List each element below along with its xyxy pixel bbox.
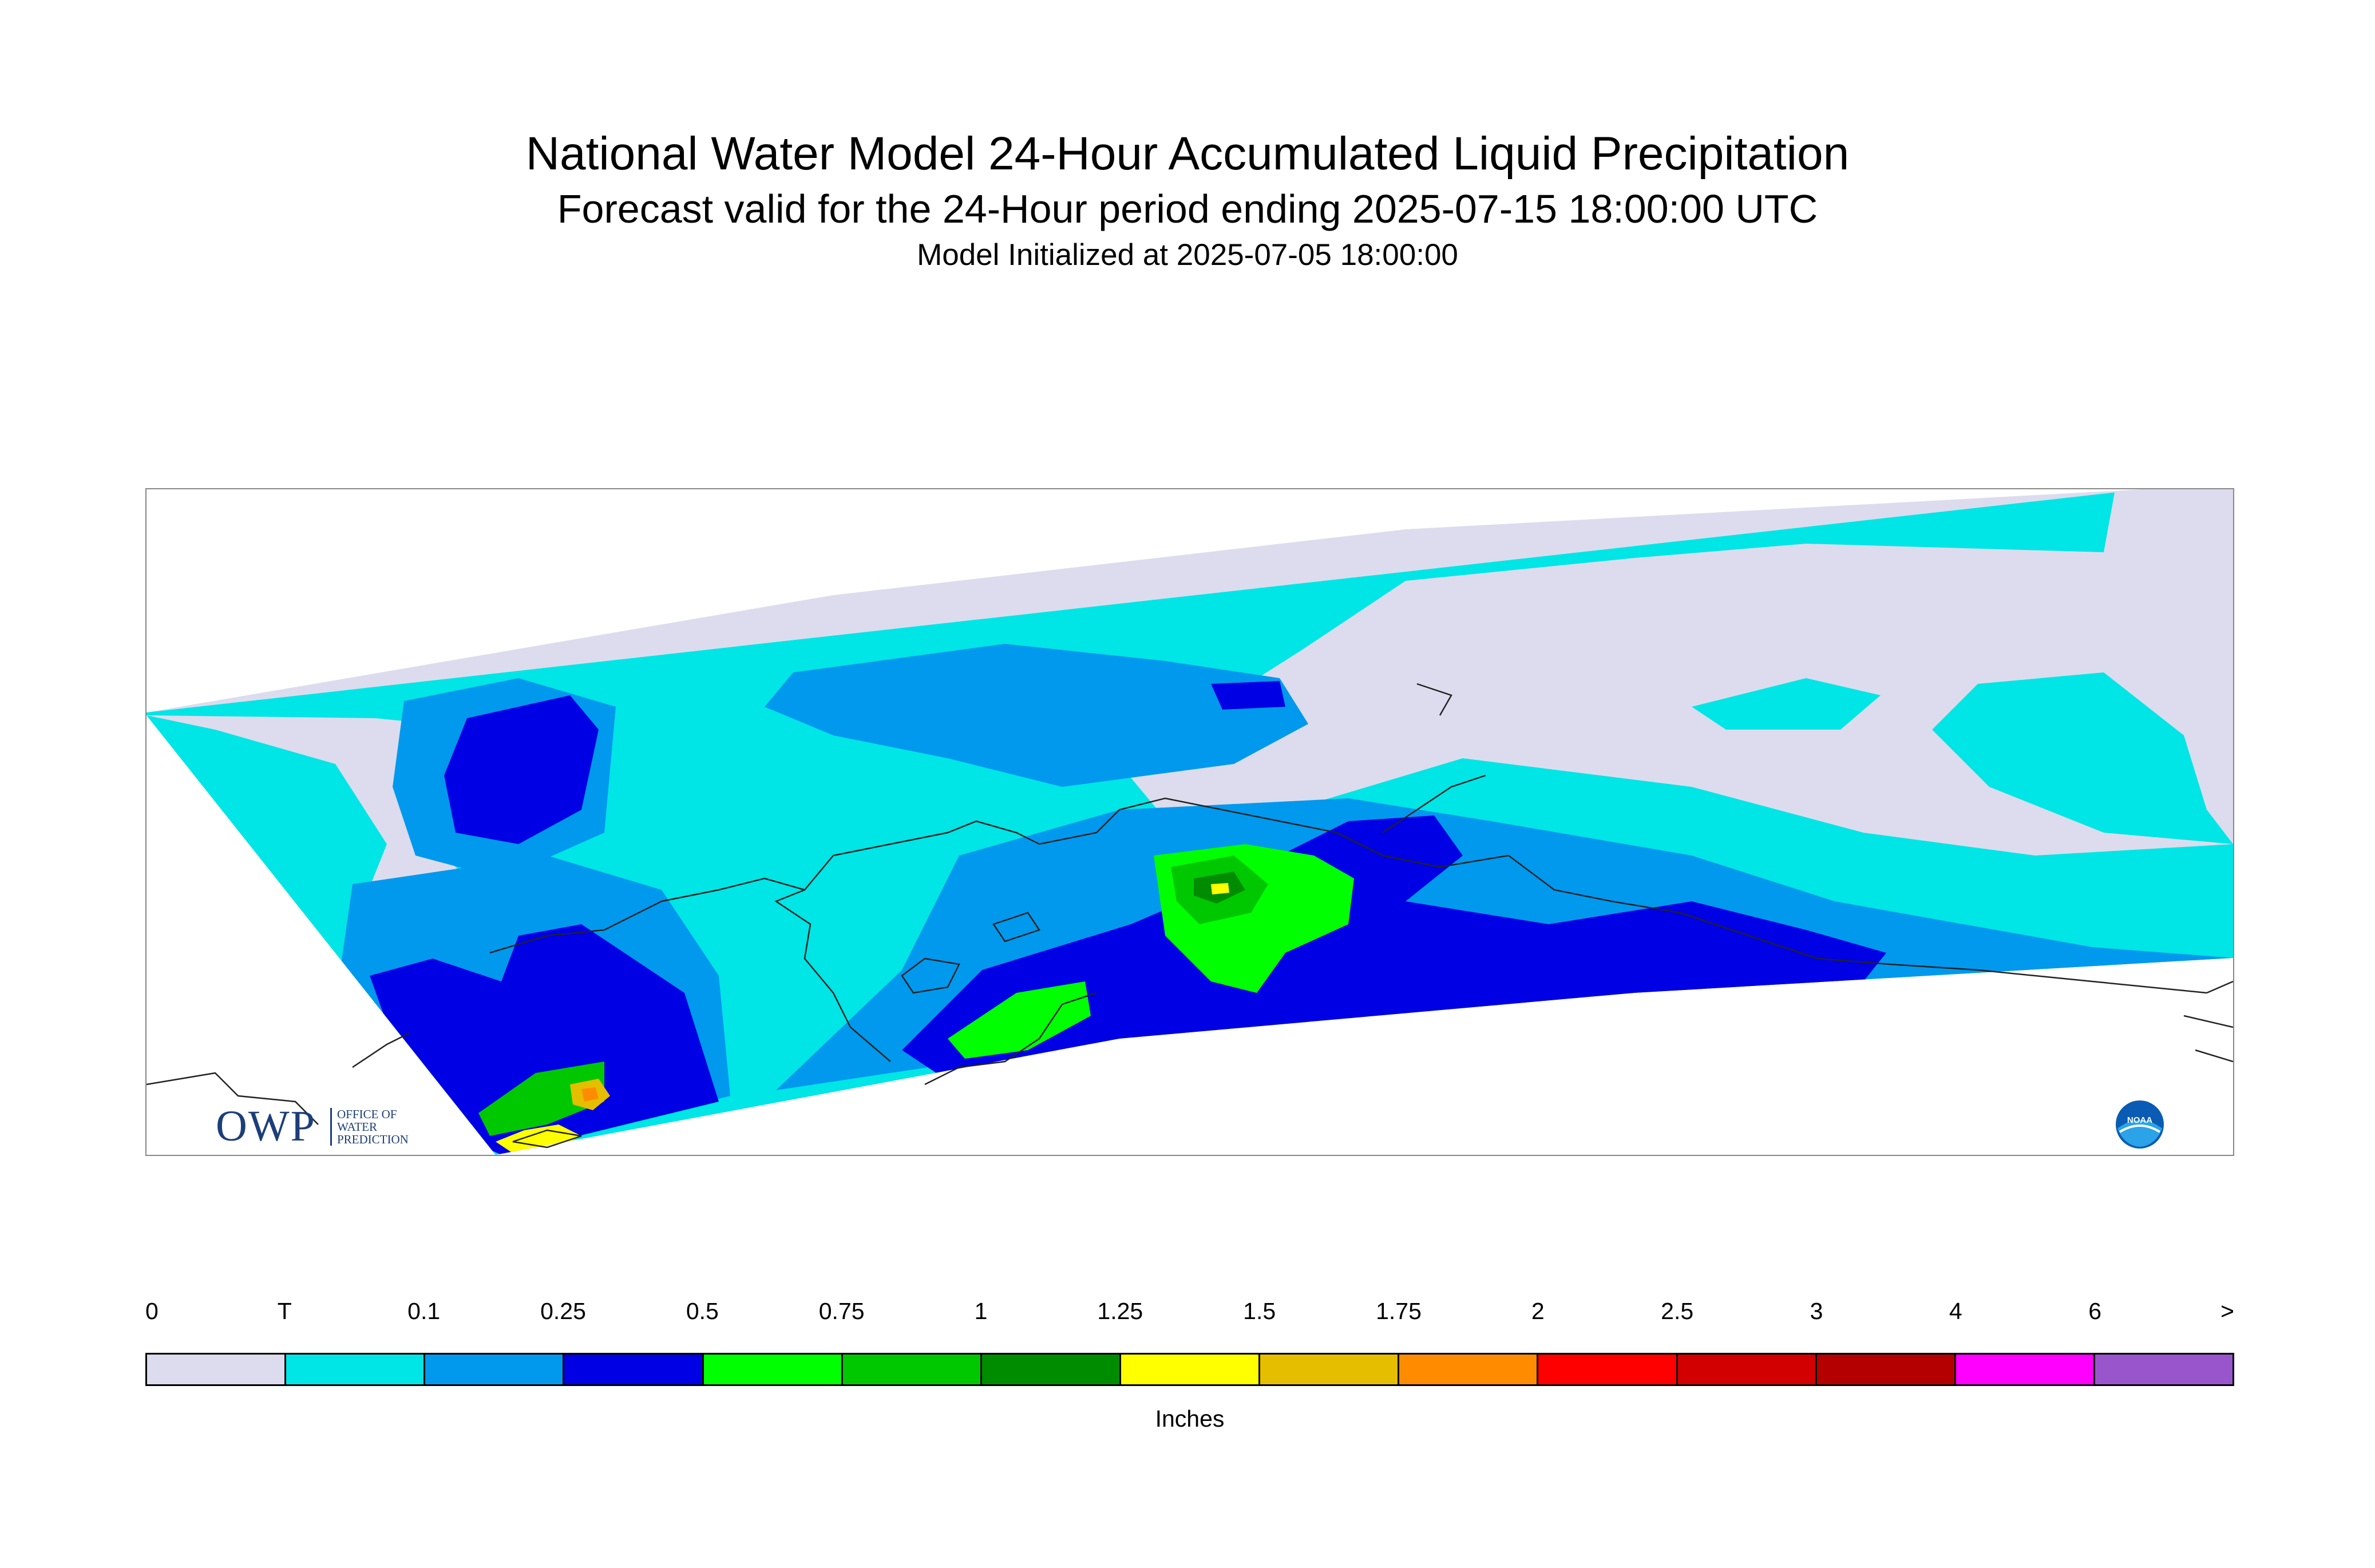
legend-tick-label: 1.75 <box>1376 1298 1422 1324</box>
legend-tick-label: 0.5 <box>686 1298 719 1324</box>
precip-region-moderate <box>902 815 1886 1073</box>
legend-swatch <box>981 1355 1121 1384</box>
coastline <box>924 992 1097 1086</box>
precip-region-trace <box>1932 672 2233 844</box>
legend-tick-label: 2.5 <box>1661 1298 1694 1324</box>
coastline <box>1508 855 2207 994</box>
precip-region-heavy1 <box>948 981 1091 1059</box>
precip-region-extreme1 <box>1211 883 1229 894</box>
legend-swatch <box>1399 1355 1539 1384</box>
legend-tick-label: 1 <box>974 1298 988 1324</box>
map-subtitle: Forecast valid for the 24-Hour period en… <box>557 187 1818 231</box>
legend-swatch <box>425 1355 565 1384</box>
coastline <box>992 912 1040 943</box>
precip-region-trace <box>1692 678 1881 730</box>
coastline <box>352 1032 410 1068</box>
model-init-time: Model Initialized at 2025-07-05 18:00:00 <box>917 238 1458 272</box>
svg-text:NOAA: NOAA <box>2127 1115 2152 1125</box>
legend-swatch <box>147 1355 287 1384</box>
precip-region-trace <box>147 489 2115 758</box>
precip-region-moderate <box>444 695 599 844</box>
legend-swatch <box>1816 1355 1956 1384</box>
precip-region-moderate <box>1211 681 1285 710</box>
legend-swatch <box>842 1355 982 1384</box>
coastline <box>2206 980 2233 994</box>
coastline <box>2195 1049 2233 1063</box>
legend-swatch <box>1956 1355 2095 1384</box>
legend-colorbar <box>145 1353 2234 1386</box>
coastline <box>901 957 960 994</box>
coastline <box>833 797 1509 868</box>
legend-tick-label: 0.1 <box>407 1298 441 1324</box>
precipitation-map <box>145 488 2234 1156</box>
precip-region-moderate <box>370 924 719 1155</box>
coastline <box>147 1072 319 1125</box>
legend-tick-label: 1.25 <box>1097 1298 1143 1324</box>
coastline <box>1416 683 1452 716</box>
coastlines <box>147 683 2233 1149</box>
legend-tick-label: 6 <box>2088 1298 2102 1324</box>
map-canvas <box>147 489 2233 1155</box>
legend-swatch <box>2095 1355 2233 1384</box>
legend-swatch <box>1121 1355 1261 1384</box>
legend-swatch <box>703 1355 843 1384</box>
coastline <box>489 877 805 954</box>
legend-tick-label: 0.25 <box>540 1298 586 1324</box>
precip-region-light <box>765 644 1308 787</box>
coastline <box>774 855 891 1062</box>
legend-swatch <box>1260 1355 1400 1384</box>
coastline <box>512 1129 582 1149</box>
legend-swatch <box>286 1355 426 1384</box>
noaa-logo: NOAA <box>2116 1100 2164 1149</box>
legend-tick-label: 1.5 <box>1243 1298 1276 1324</box>
legend-swatch <box>564 1355 704 1384</box>
legend-tick-label: 3 <box>1810 1298 1823 1324</box>
legend-ticks: 0 T 0.1 0.25 0.5 0.75 1 1.25 1.5 1.75 2 2.5 3 4 6 > <box>145 1298 2234 1332</box>
legend-units: Inches <box>1155 1405 1225 1432</box>
legend-tick-label: 2 <box>1531 1298 1545 1324</box>
legend-swatch <box>1677 1355 1817 1384</box>
precip-region-heavy2 <box>478 1062 604 1136</box>
legend-tick-label: T <box>277 1298 292 1324</box>
coastline <box>2183 1015 2233 1028</box>
legend-tick-label: 4 <box>1949 1298 1962 1324</box>
legend-tick-label: > <box>2220 1298 2234 1324</box>
legend-swatch <box>1538 1355 1678 1384</box>
coastline <box>1382 774 1486 834</box>
map-title: National Water Model 24-Hour Accumulated… <box>525 128 1850 180</box>
precip-region-extreme3 <box>581 1087 599 1102</box>
legend-tick-label: 0 <box>145 1298 159 1324</box>
legend-tick-label: 0.75 <box>818 1298 865 1324</box>
